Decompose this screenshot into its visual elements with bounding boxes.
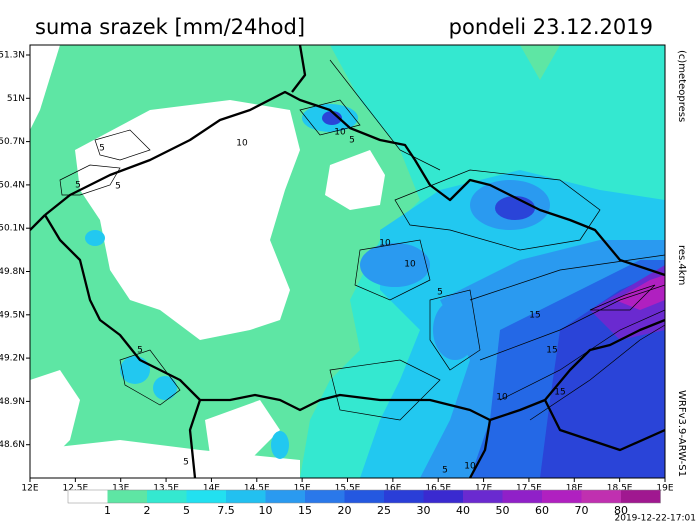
- lon-label: 13E: [112, 484, 129, 494]
- contour-label: 10: [464, 462, 476, 472]
- colorbar-frame: [67, 489, 661, 504]
- colorbar-swatch: [581, 490, 621, 503]
- colorbar-label: 7.5: [217, 504, 235, 517]
- contour-label: 15: [546, 346, 557, 356]
- lat-label: 48.6N: [0, 440, 25, 450]
- colorbar-swatch: [463, 490, 503, 503]
- colorbar-swatch: [107, 490, 147, 503]
- colorbar-label: 1: [104, 504, 111, 517]
- colorbar-swatch: [147, 490, 187, 503]
- date: pondeli 23.12.2019: [449, 15, 653, 39]
- lon-label: 18.5E: [607, 484, 633, 494]
- model: WRFv3.9-ARW-S1: [676, 390, 687, 477]
- lon-label: 17E: [475, 484, 492, 494]
- run-time: 2019-12-22-17:01: [615, 514, 697, 524]
- contour-label: 5: [442, 466, 448, 476]
- colorbar-swatch: [265, 490, 305, 503]
- resolution: res.4km: [676, 245, 687, 285]
- lat-label: 49.8N: [0, 267, 25, 277]
- lon-label: 18E: [566, 484, 583, 494]
- colorbar-swatch: [68, 490, 108, 503]
- colorbar-label: 60: [535, 504, 549, 517]
- lat-label: 51.3N: [0, 51, 25, 61]
- lon-label: 12E: [21, 484, 38, 494]
- colorbar-swatch: [621, 490, 661, 503]
- colorbar-swatch: [305, 490, 345, 503]
- lon-label: 16E: [384, 484, 401, 494]
- borders: [30, 45, 665, 478]
- colorbar-label: 15: [298, 504, 312, 517]
- contour-label: 15: [554, 388, 565, 398]
- lat-label: 50.4N: [0, 180, 25, 190]
- precip-field: [30, 45, 665, 478]
- contour-label: 5: [115, 182, 121, 192]
- lat-label: 48.9N: [0, 397, 25, 407]
- colorbar-label: 40: [456, 504, 470, 517]
- colorbar-swatch: [344, 490, 384, 503]
- lat-label: 50.7N: [0, 137, 25, 147]
- title: suma srazek [mm/24hod]: [35, 15, 305, 39]
- colorbar-swatch: [502, 490, 542, 503]
- colorbar-label: 5: [183, 504, 190, 517]
- contour-label: 5: [183, 458, 189, 468]
- colorbar-swatch: [226, 490, 266, 503]
- lon-label: 15.5E: [335, 484, 361, 494]
- contour-label: 5: [75, 181, 81, 191]
- lon-label: 16.5E: [425, 484, 451, 494]
- contour-label: 5: [349, 136, 355, 146]
- copyright: (c)meteopress: [676, 50, 687, 122]
- lon-label: 17.5E: [516, 484, 542, 494]
- colorbar-label: 50: [496, 504, 510, 517]
- colorbar-label: 70: [575, 504, 589, 517]
- contour-label: 5: [437, 288, 443, 298]
- contour-label: 10: [236, 139, 248, 149]
- contour-label: 10: [496, 393, 508, 403]
- colorbar-label: 10: [259, 504, 273, 517]
- colorbar-swatch: [423, 490, 463, 503]
- lon-label: 15E: [294, 484, 311, 494]
- contour-label: 10: [379, 239, 391, 249]
- contour-label: 5: [99, 144, 105, 154]
- colorbar-label: 25: [377, 504, 391, 517]
- lon-label: 19E: [656, 484, 673, 494]
- colorbar-label: 30: [417, 504, 431, 517]
- colorbar-swatch: [542, 490, 582, 503]
- contour-label: 10: [334, 128, 346, 138]
- lat-label: 49.2N: [0, 354, 25, 364]
- contour-label: 5: [137, 346, 143, 356]
- colorbar-swatch: [186, 490, 226, 503]
- colorbar-swatch: [384, 490, 424, 503]
- lat-label: 51N: [7, 94, 25, 104]
- lon-label: 14E: [203, 484, 220, 494]
- lat-label: 50.1N: [0, 224, 25, 234]
- contour-label: 10: [404, 260, 416, 270]
- lon-label: 12.5E: [62, 484, 88, 494]
- colorbar-label: 20: [338, 504, 352, 517]
- contour-label: 15: [529, 311, 540, 321]
- lon-label: 13.5E: [153, 484, 179, 494]
- colorbar-label: 80: [614, 504, 628, 517]
- lat-label: 49.5N: [0, 310, 25, 320]
- colorbar-label: 2: [144, 504, 151, 517]
- lon-label: 14.5E: [244, 484, 270, 494]
